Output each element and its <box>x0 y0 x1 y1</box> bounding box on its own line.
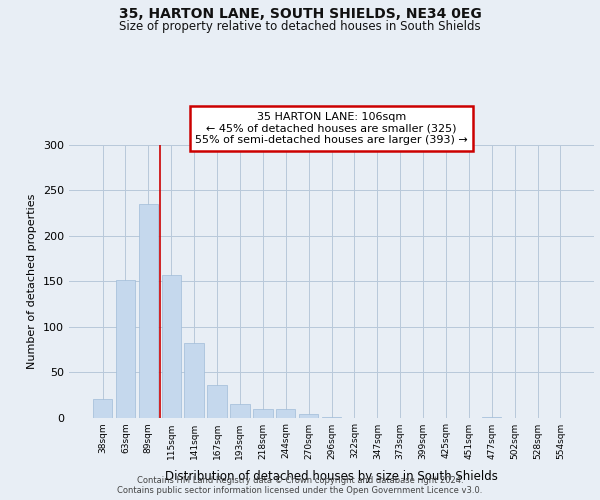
Bar <box>299 414 319 418</box>
Y-axis label: Number of detached properties: Number of detached properties <box>28 194 37 369</box>
Bar <box>184 343 204 417</box>
Text: Contains public sector information licensed under the Open Government Licence v3: Contains public sector information licen… <box>118 486 482 495</box>
Bar <box>161 275 181 418</box>
Text: 35 HARTON LANE: 106sqm
← 45% of detached houses are smaller (325)
55% of semi-de: 35 HARTON LANE: 106sqm ← 45% of detached… <box>195 112 468 145</box>
Bar <box>276 410 295 418</box>
Bar <box>230 404 250 417</box>
Bar <box>116 280 135 417</box>
Text: 35, HARTON LANE, SOUTH SHIELDS, NE34 0EG: 35, HARTON LANE, SOUTH SHIELDS, NE34 0EG <box>119 8 481 22</box>
Bar <box>322 416 341 418</box>
Bar <box>93 400 112 417</box>
X-axis label: Distribution of detached houses by size in South Shields: Distribution of detached houses by size … <box>165 470 498 483</box>
Bar <box>482 416 502 418</box>
Bar <box>208 385 227 418</box>
Bar <box>253 410 272 418</box>
Bar <box>139 204 158 418</box>
Text: Size of property relative to detached houses in South Shields: Size of property relative to detached ho… <box>119 20 481 33</box>
Text: Contains HM Land Registry data © Crown copyright and database right 2024.: Contains HM Land Registry data © Crown c… <box>137 476 463 485</box>
